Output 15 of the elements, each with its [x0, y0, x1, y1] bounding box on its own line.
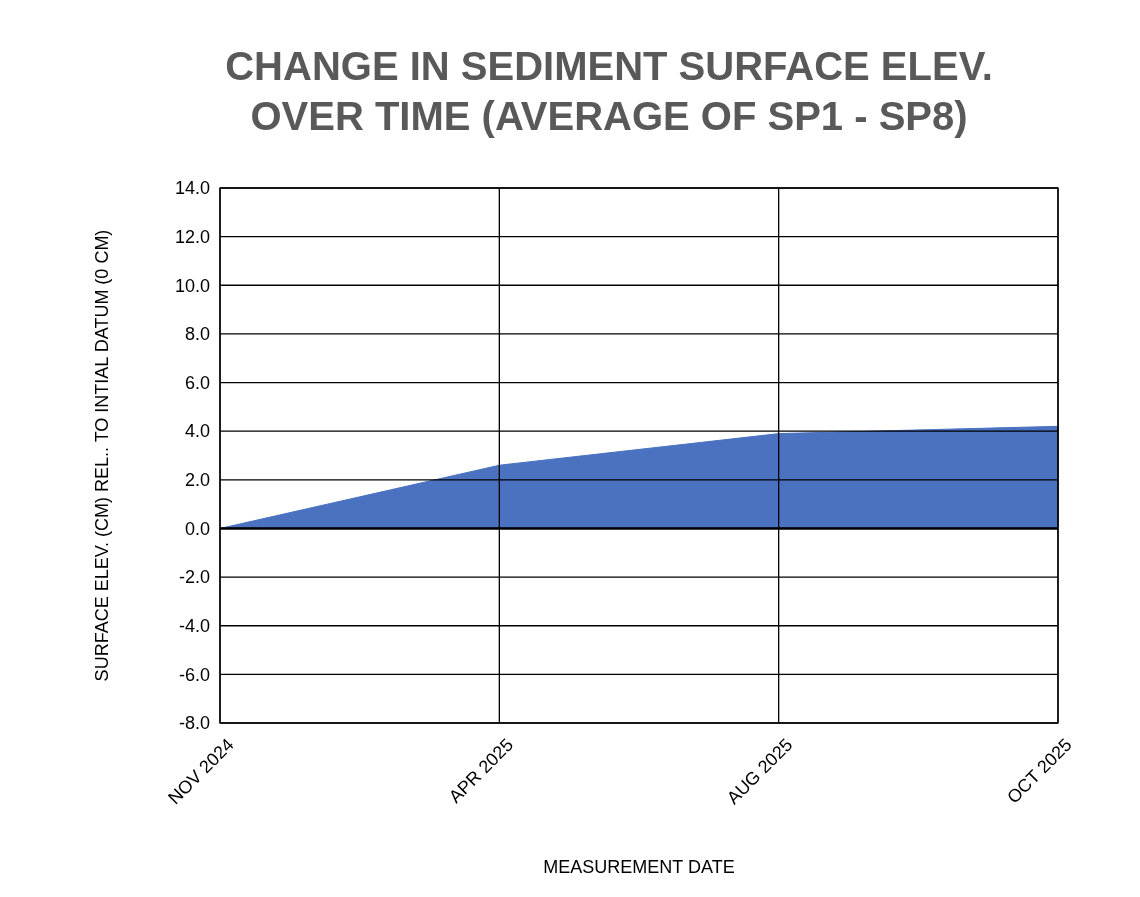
y-tick-label: 10.0 [174, 275, 210, 296]
y-tick-label: 12.0 [174, 226, 210, 247]
y-tick-label: 4.0 [184, 421, 210, 442]
y-tick-label: 6.0 [184, 372, 210, 393]
x-axis-title: MEASUREMENT DATE [543, 857, 735, 877]
y-tick-label: -4.0 [178, 616, 210, 637]
y-tick-label: 0.0 [184, 518, 210, 539]
y-tick-label: -8.0 [178, 713, 210, 734]
y-tick-label: 2.0 [184, 470, 210, 491]
y-tick-label: 8.0 [184, 324, 210, 345]
y-axis-title: SURFACE ELEV. (CM) REL.. TO INTIAL DATUM (0 CM) [92, 229, 112, 682]
y-tick-label: 14.0 [174, 178, 210, 199]
y-tick-label: -2.0 [178, 567, 210, 588]
chart-title: CHANGE IN SEDIMENT SURFACE ELEV. OVER TIME (AVERAGE OF SP1 - SP8) [225, 44, 993, 138]
y-tick-label: -6.0 [178, 664, 210, 685]
